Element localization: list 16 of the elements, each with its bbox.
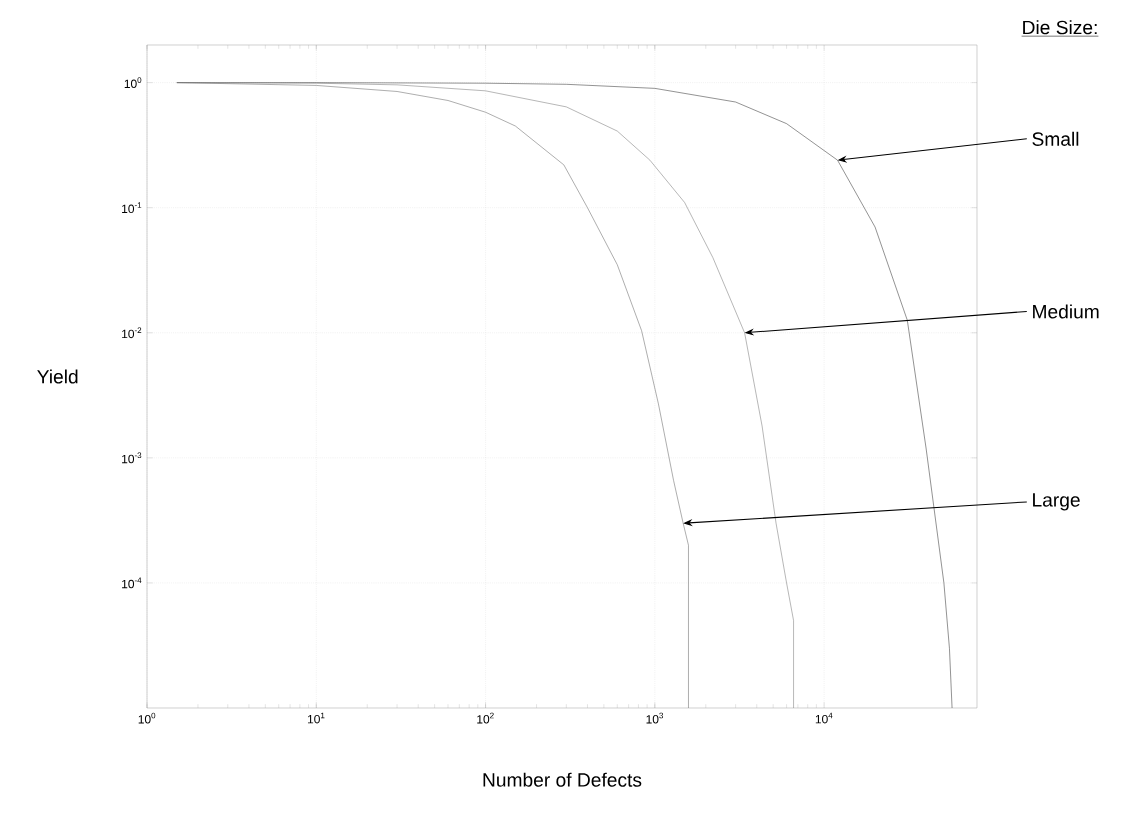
x-tick-label: 10$^{4}$: [815, 712, 833, 724]
x-tick-label: 10$^{0}$: [138, 712, 156, 724]
x-axis-title: Number of Defects: [483, 772, 642, 787]
text: Die Size:: [1023, 20, 1097, 35]
y-axis-title: Yield: [37, 369, 78, 384]
x-tick-label: 10$^{1}$: [307, 712, 325, 724]
x-tick-label: 10$^{3}$: [646, 712, 664, 724]
y-tick-label: 10$^{-3}$: [122, 452, 142, 464]
x-tick-label: 10$^{2}$: [477, 712, 494, 724]
annotation: Large: [1033, 493, 1080, 511]
y-tick-label: 10$^{-2}$: [122, 327, 142, 339]
annotation: Medium: [1033, 304, 1099, 319]
y-tick-label: 10$^{-4}$: [122, 577, 142, 589]
annotation: Small: [1032, 131, 1079, 146]
y-tick-label: 10$^{-1}$: [122, 202, 142, 214]
y-tick-label: 10$^{0}$: [124, 77, 142, 89]
